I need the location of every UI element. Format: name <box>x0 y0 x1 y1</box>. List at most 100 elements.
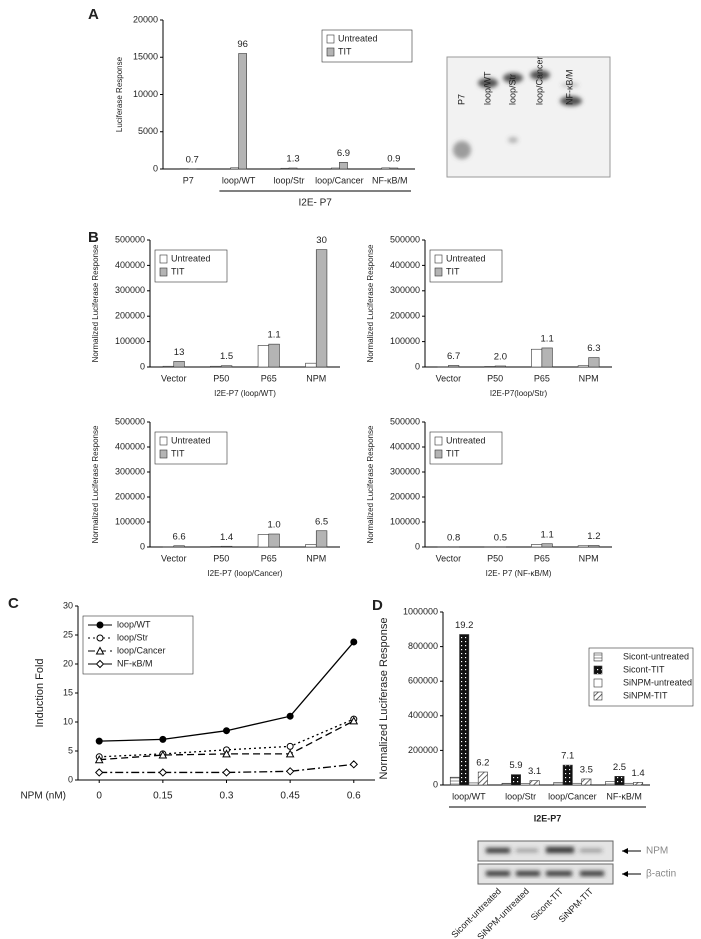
marker <box>350 638 358 646</box>
y-tick-label: 20000 <box>133 14 158 24</box>
fold-label: 3.5 <box>580 764 593 775</box>
x-tick-label: NF-κB/M <box>372 175 408 185</box>
y-tick-label: 200000 <box>115 311 145 321</box>
marker <box>95 768 104 777</box>
fold-label: 7.1 <box>561 751 574 762</box>
gel-lane-label: P7 <box>456 94 466 105</box>
bar <box>520 783 531 786</box>
fold-label: 30 <box>316 235 327 246</box>
y-tick-label: 10000 <box>133 89 158 99</box>
y-tick-label: 0 <box>153 163 158 173</box>
y-tick-label: 300000 <box>390 466 420 476</box>
x-tick-label: P65 <box>534 373 550 383</box>
x-tick-label: loop/Str <box>273 175 304 185</box>
bar <box>315 249 328 368</box>
x-tick-label: 0.15 <box>153 791 173 802</box>
x-tick-label: NF-κB/M <box>606 791 642 801</box>
bar <box>315 530 328 548</box>
bar <box>173 545 185 548</box>
fold-label: 13 <box>174 347 185 358</box>
bar <box>531 544 543 548</box>
x-tick-label: NPM <box>306 553 326 563</box>
y-tick-label: 200000 <box>115 491 145 501</box>
bar <box>623 782 634 786</box>
gel-lane-label: loop/WT <box>482 71 492 105</box>
x-axis-label: I2E-P7 (loop/Cancer) <box>207 569 282 578</box>
x-tick-label: P65 <box>261 373 277 383</box>
y-tick-label: 15 <box>63 687 73 697</box>
legend-label: SiNPM-untreated <box>623 677 692 687</box>
x-tick-label: loop/Cancer <box>548 791 597 801</box>
x-axis-label: I2E- P7 (NF-κB/M) <box>486 569 552 578</box>
marker <box>96 634 104 642</box>
x-tick-label: Vector <box>436 553 462 563</box>
legend-box <box>321 29 413 63</box>
fold-label: 0.7 <box>186 154 199 165</box>
bar <box>238 53 247 170</box>
legend-swatch <box>593 665 603 675</box>
bar <box>468 782 479 786</box>
marker <box>95 646 105 655</box>
y-tick-label: 400000 <box>390 260 420 270</box>
bar <box>280 167 290 170</box>
bar <box>449 776 460 786</box>
marker <box>158 750 168 759</box>
y-axis-label: Normalized Luciferase Response <box>366 244 375 362</box>
fold-label: 1.1 <box>267 330 280 341</box>
y-tick-label: 300000 <box>390 285 420 295</box>
legend-swatch <box>434 436 443 446</box>
blot-strip <box>477 863 614 885</box>
legend-swatch <box>434 267 443 277</box>
fold-label: 6.6 <box>172 531 185 542</box>
legend-swatch <box>593 691 603 701</box>
bar <box>173 361 185 368</box>
bar <box>448 365 460 368</box>
marker <box>96 621 104 629</box>
legend-label: Untreated <box>446 253 486 263</box>
bar <box>331 167 340 170</box>
bar <box>531 348 543 368</box>
arrow-head <box>622 871 628 877</box>
marker <box>349 760 358 769</box>
y-tick-label: 400000 <box>408 710 438 720</box>
legend-label: TIT <box>338 46 352 56</box>
panel-label: A <box>88 6 99 23</box>
bar <box>484 366 496 368</box>
marker <box>349 716 359 725</box>
fold-label: 6.5 <box>315 516 328 527</box>
y-tick-label: 15000 <box>133 52 158 62</box>
fold-label: 6.2 <box>476 758 489 769</box>
y-tick-label: 400000 <box>115 441 145 451</box>
legend-label: loop/WT <box>117 619 151 629</box>
marker <box>223 727 230 735</box>
y-tick-label: 0 <box>433 779 438 789</box>
blot-lane-label: Sicont-untreated <box>449 886 503 939</box>
bar <box>511 774 521 786</box>
y-axis-label: Normalized Luciferase Response <box>366 425 375 543</box>
legend-swatch <box>593 652 603 662</box>
x-tick-label: loop/Str <box>505 791 536 801</box>
panel-label: D <box>372 597 383 614</box>
fold-label: 6.3 <box>587 343 600 354</box>
marker <box>95 659 105 669</box>
y-tick-label: 0 <box>415 361 420 371</box>
bar <box>305 544 317 548</box>
y-axis-label: Luciferase Response <box>115 56 124 132</box>
x-tick-label: loop/WT <box>222 175 256 185</box>
legend-label: Sicont-TIT <box>623 664 665 674</box>
bar <box>389 167 399 170</box>
x-axis-label: I2E-P7(loop/Str) <box>490 389 548 398</box>
arrow-head <box>622 848 628 854</box>
bar <box>305 362 317 368</box>
fold-label: 1.1 <box>541 333 554 344</box>
y-tick-label: 100000 <box>115 516 145 526</box>
legend-label: Untreated <box>338 33 378 43</box>
y-tick-label: 400000 <box>115 260 145 270</box>
bar <box>614 776 625 786</box>
marker <box>158 768 168 777</box>
bar <box>339 161 348 170</box>
x-tick-label: 0.3 <box>220 791 234 802</box>
bar <box>477 771 488 786</box>
marker <box>222 749 231 758</box>
fold-label: 0.5 <box>494 532 507 543</box>
